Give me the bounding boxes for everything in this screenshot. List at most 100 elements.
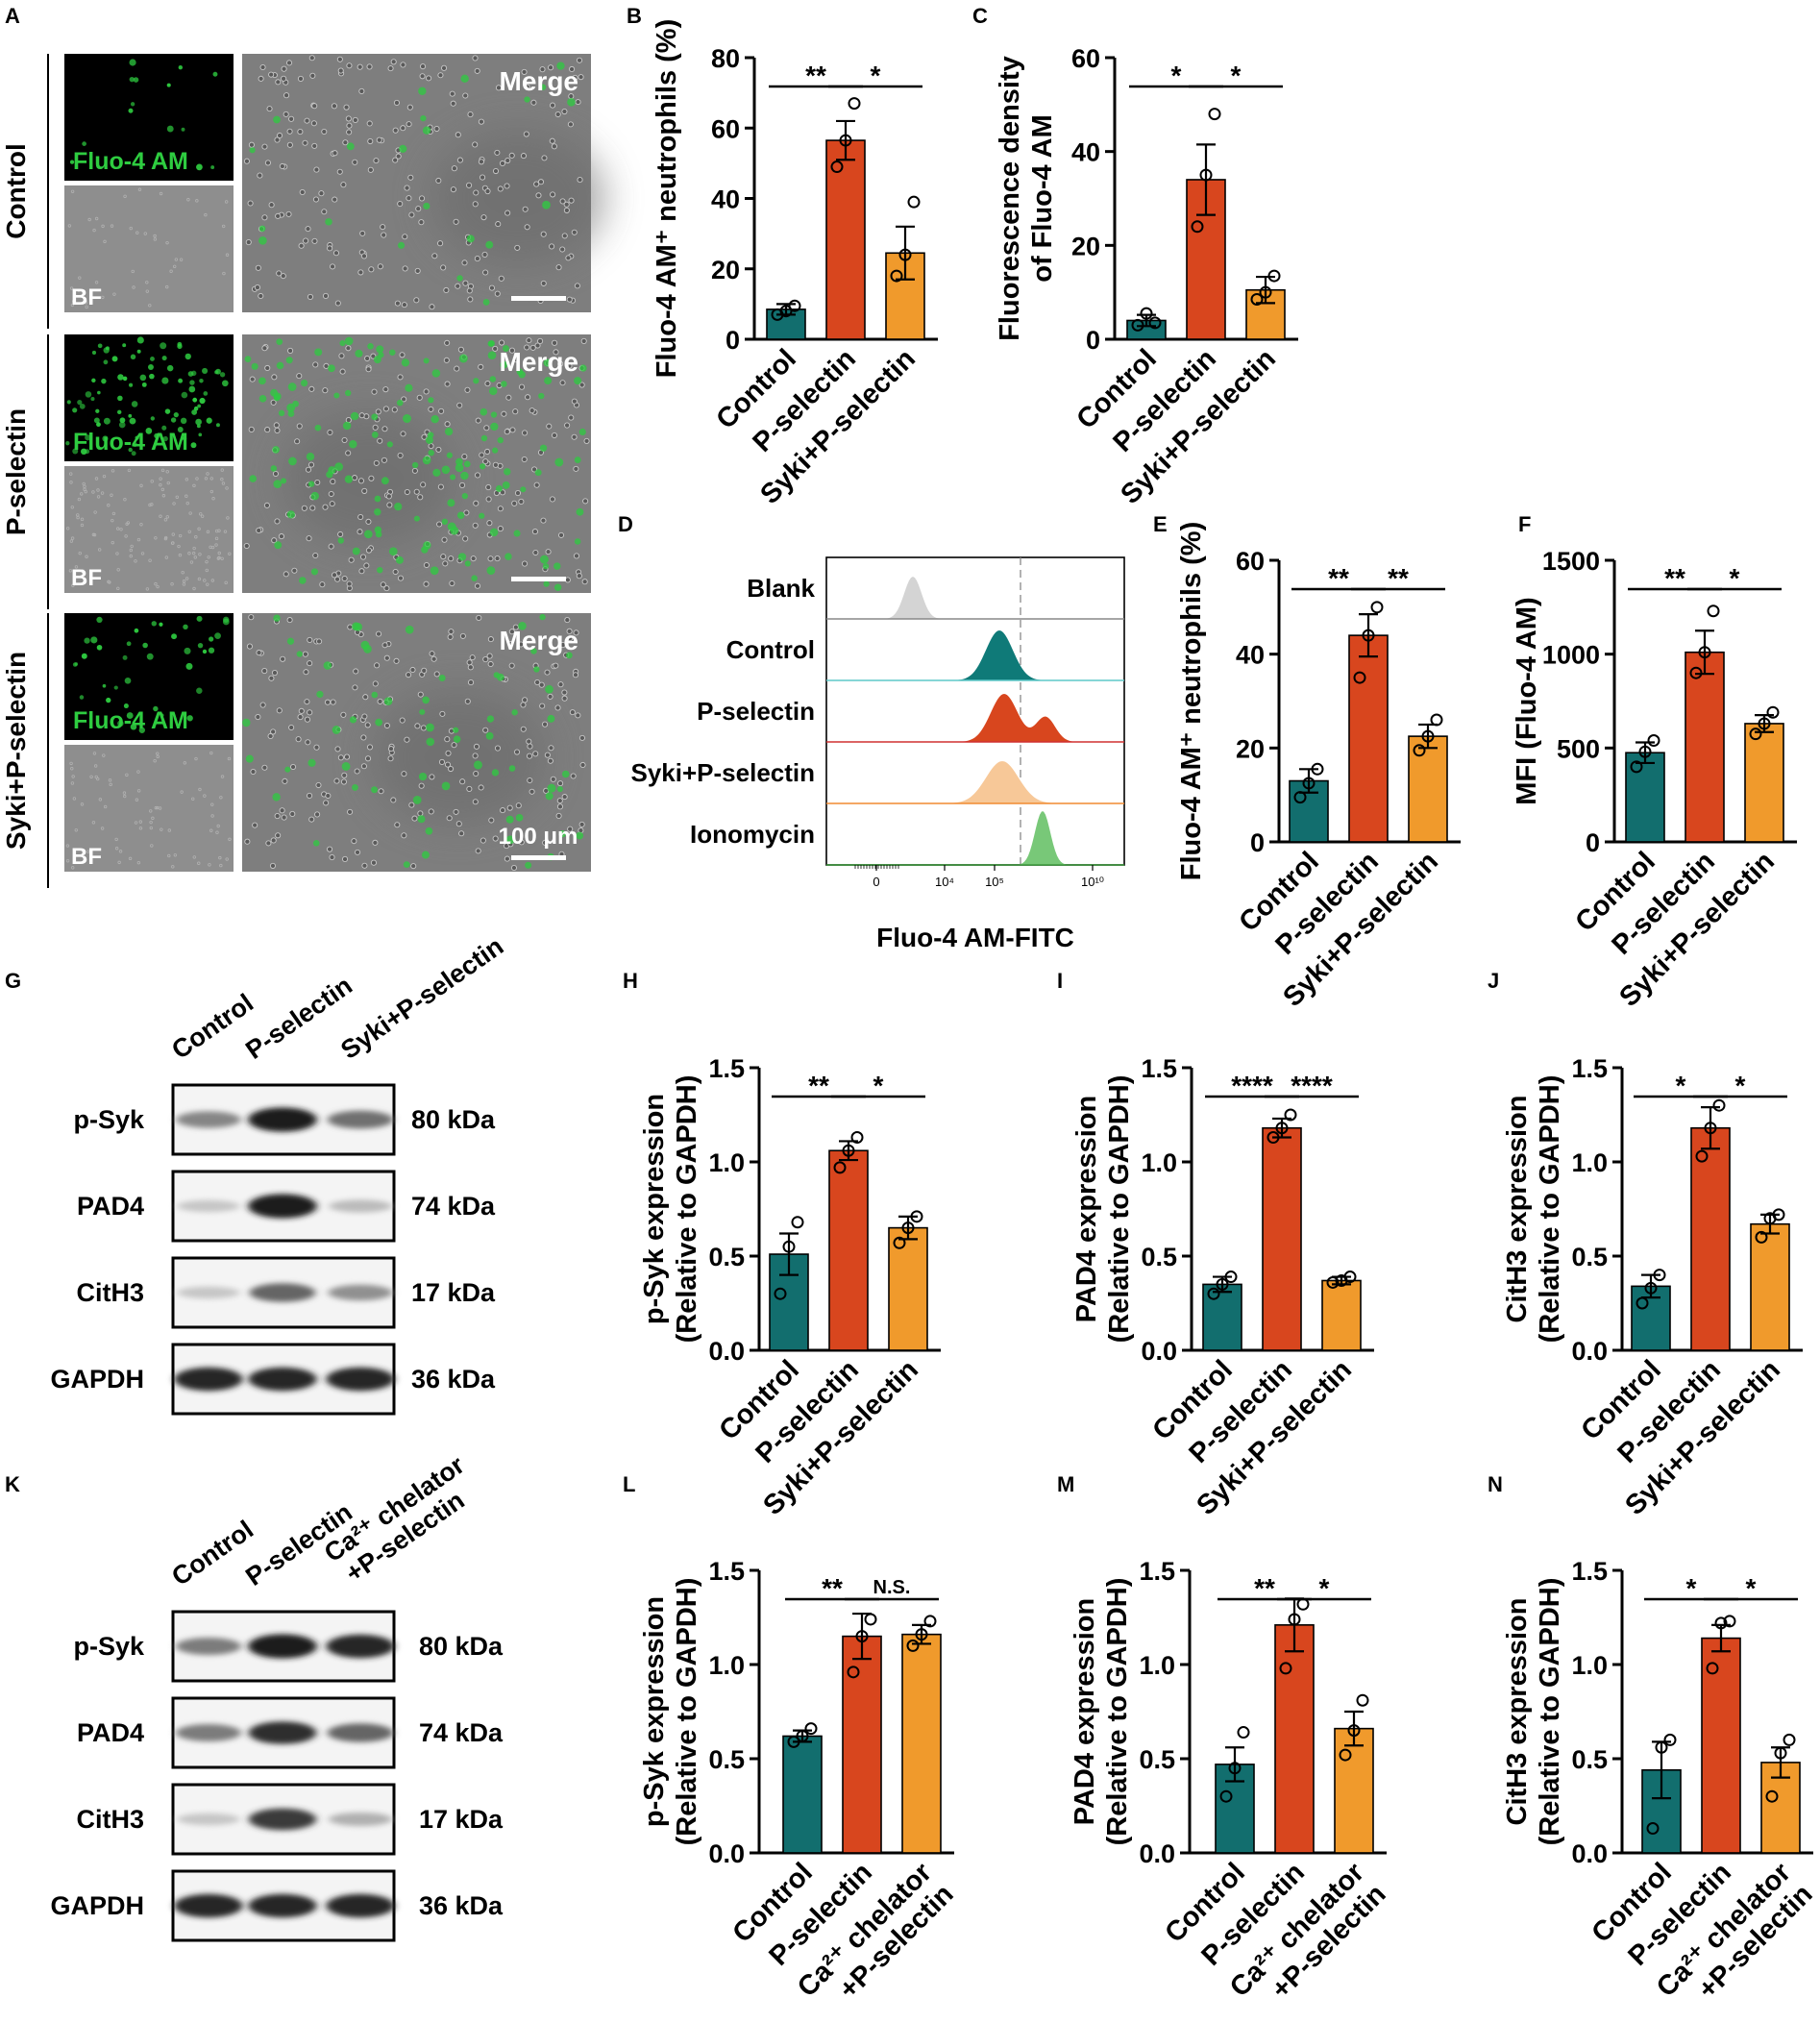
fluorescent-cell — [161, 377, 169, 384]
merge-cell — [579, 761, 586, 769]
data-point — [906, 1639, 920, 1652]
fluorescent-cell — [181, 391, 188, 399]
brightfield-cell — [171, 541, 175, 545]
merge-fluorescent-cell — [561, 770, 570, 778]
fluorescent-cell — [117, 720, 124, 728]
fluorescent-cell — [85, 434, 91, 441]
merge-cell — [343, 104, 350, 111]
merge-fluorescent-cell — [578, 428, 586, 436]
brightfield-cell — [130, 544, 134, 549]
brightfield-cell — [111, 469, 115, 473]
merge-cell — [280, 273, 286, 280]
brightfield-cell — [163, 536, 168, 541]
merge-cell — [521, 430, 529, 436]
merge-cell — [578, 74, 584, 81]
brightfield-cell — [205, 559, 209, 564]
merge-cell — [557, 780, 564, 787]
merge-cell — [243, 158, 250, 164]
data-point — [1707, 604, 1720, 618]
data-point — [910, 1210, 923, 1223]
data-point — [1311, 762, 1324, 776]
merge-cell — [316, 638, 323, 645]
fluorescent-cell — [82, 141, 86, 146]
merge-cell — [334, 576, 341, 582]
merge-cell — [309, 505, 316, 511]
data-point — [1706, 1662, 1719, 1675]
merge-cell — [501, 410, 507, 417]
merge-fluorescent-cell — [337, 537, 345, 544]
merge-fluorescent-cell — [488, 386, 498, 396]
merge-fluorescent-cell — [533, 666, 540, 673]
fluorescent-cell — [151, 621, 157, 627]
merge-fluorescent-cell — [479, 512, 485, 519]
brightfield-cell — [159, 514, 162, 518]
merge-fluorescent-cell — [576, 831, 584, 840]
merge-fluorescent-cell — [574, 538, 581, 545]
merge-cell — [414, 267, 421, 274]
merge-fluorescent-cell — [276, 361, 284, 370]
merge-fluorescent-cell — [539, 444, 548, 452]
merge-cell — [361, 713, 368, 720]
merge-cell — [472, 201, 479, 208]
fluorescent-cell — [102, 435, 109, 442]
merge-cell — [268, 202, 275, 209]
merge-cell — [380, 224, 386, 231]
brightfield-cell — [138, 826, 143, 830]
flow-row-label: Syki+P-selectin — [631, 758, 816, 787]
merge-cell — [273, 422, 280, 429]
merge-cell — [509, 427, 516, 433]
merge-fluorescent-cell — [312, 839, 320, 847]
merge-fluorescent-cell — [460, 74, 469, 84]
significance-label: ** — [1254, 1573, 1275, 1603]
merge-fluorescent-cell — [423, 202, 430, 210]
blot-kda-label: 36 kDa — [419, 1891, 504, 1920]
brightfield-image — [64, 745, 234, 872]
merge-cell — [451, 742, 457, 749]
merge-cell — [467, 664, 474, 671]
merge-cell — [492, 461, 499, 468]
data-point — [1347, 1724, 1361, 1738]
merge-cell — [554, 704, 561, 711]
merge-cell — [461, 454, 468, 460]
merge-cell — [418, 219, 425, 226]
merge-cell — [405, 672, 412, 678]
fluorescent-cell — [91, 350, 97, 355]
brightfield-cell — [163, 518, 168, 522]
significance-label: * — [1171, 61, 1182, 90]
merge-cell — [480, 174, 486, 181]
merge-cell — [521, 560, 529, 567]
merge-cell — [312, 552, 319, 559]
brightfield-cell — [107, 580, 111, 584]
brightfield-cell — [103, 239, 107, 244]
data-point — [1140, 307, 1153, 320]
merge-cell — [572, 672, 579, 678]
microscopy-panel: Control Fluo-4 AM BF Merge P-selectin Fluo-4 … — [1, 54, 604, 888]
blot-band — [177, 1813, 240, 1826]
merge-cell — [294, 438, 301, 445]
merge-fluorescent-cell — [574, 456, 581, 463]
merge-fluorescent-cell — [420, 114, 427, 122]
brightfield-cell — [70, 189, 75, 193]
merge-cell — [370, 859, 378, 866]
merge-fluorescent-cell — [273, 115, 281, 124]
data-point — [1638, 745, 1652, 758]
significance-label: * — [1686, 1573, 1697, 1603]
brightfield-cell — [72, 299, 76, 304]
fluorescent-cell — [166, 125, 174, 133]
data-point — [1644, 1281, 1658, 1295]
merge-cell — [346, 62, 353, 69]
brightfield-cell — [69, 472, 73, 476]
data-point — [842, 1144, 855, 1157]
data-point — [1362, 629, 1375, 642]
data-point — [1655, 1740, 1668, 1754]
merge-fluorescent-cell — [441, 781, 451, 791]
merge-fluorescent-cell — [273, 480, 283, 488]
merge-cell — [410, 863, 417, 870]
merge-fluorescent-cell — [245, 754, 254, 763]
merge-cell — [423, 388, 430, 395]
merge-fluorescent-cell — [545, 684, 553, 694]
merge-cell — [466, 287, 473, 294]
merge-fluorescent-cell — [403, 414, 412, 424]
significance-label: ** — [808, 1071, 829, 1100]
